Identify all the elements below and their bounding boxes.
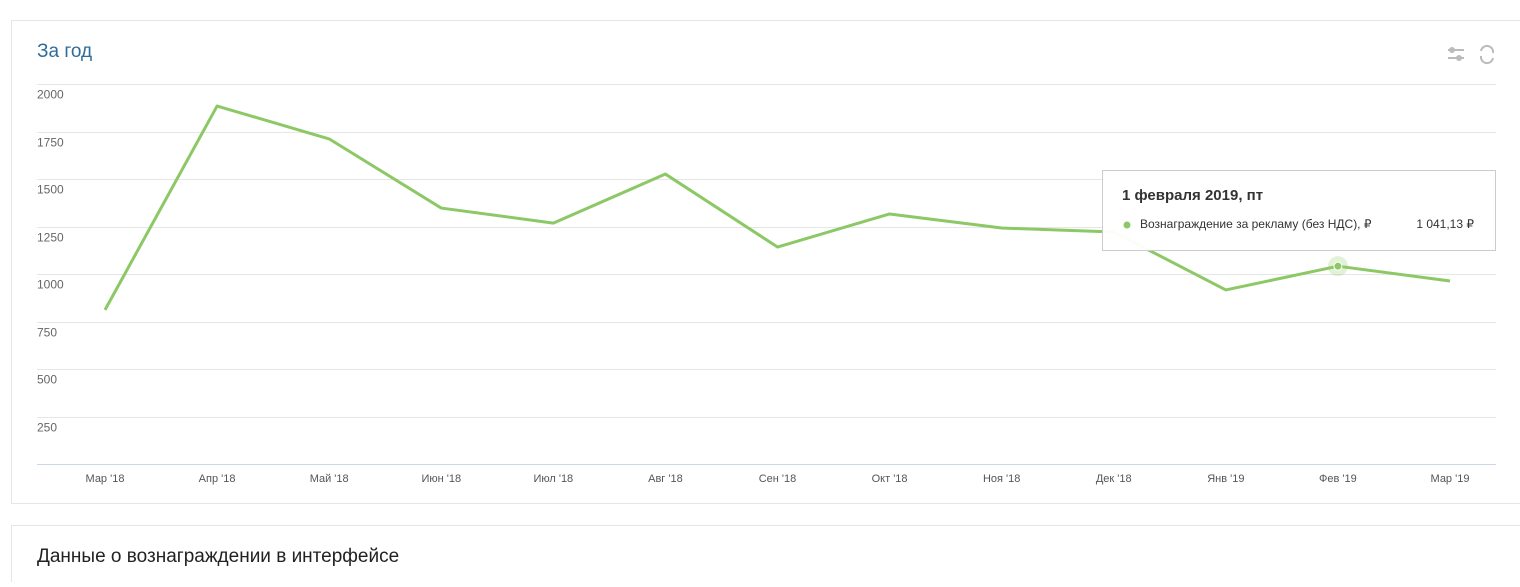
x-tick-label: Янв '19: [1207, 473, 1244, 485]
x-tick-label: Мар '18: [86, 473, 125, 485]
tooltip: 1 февраля 2019, пт Вознаграждение за рекл…: [1103, 171, 1496, 251]
tooltip-bullet: [1124, 222, 1131, 229]
x-tick-label: Мар '19: [1431, 473, 1470, 485]
y-tick-label: 1750: [37, 136, 64, 150]
panel-title: За год: [37, 41, 92, 62]
y-tick-label: 250: [37, 421, 57, 435]
x-tick-label: Дек '18: [1096, 473, 1132, 485]
x-tick-label: Окт '18: [872, 473, 908, 485]
y-tick-label: 750: [37, 326, 57, 340]
tooltip-title: 1 февраля 2019, пт: [1122, 187, 1263, 204]
x-tick-label: Май '18: [310, 473, 349, 485]
chart-panel: [12, 21, 1520, 504]
y-tick-label: 1500: [37, 183, 64, 197]
section-title: Данные о вознаграждении в интерфейсе: [37, 546, 399, 567]
tooltip-value: 1 041,13 ₽: [1416, 217, 1474, 231]
x-tick-label: Авг '18: [648, 473, 683, 485]
x-tick-label: Июн '18: [421, 473, 461, 485]
hover-point: [1334, 262, 1342, 270]
y-tick-label: 1000: [37, 278, 64, 292]
x-tick-label: Апр '18: [199, 473, 236, 485]
x-tick-label: Ноя '18: [983, 473, 1020, 485]
y-tick-label: 500: [37, 373, 57, 387]
y-tick-label: 2000: [37, 88, 64, 102]
x-tick-label: Сен '18: [759, 473, 797, 485]
y-tick-label: 1250: [37, 231, 64, 245]
tooltip-series-name: Вознаграждение за рекламу (без НДС), ₽: [1140, 217, 1372, 231]
tooltip-box: [1103, 171, 1496, 251]
x-tick-label: Июл '18: [533, 473, 573, 485]
x-tick-label: Фев '19: [1319, 473, 1357, 485]
